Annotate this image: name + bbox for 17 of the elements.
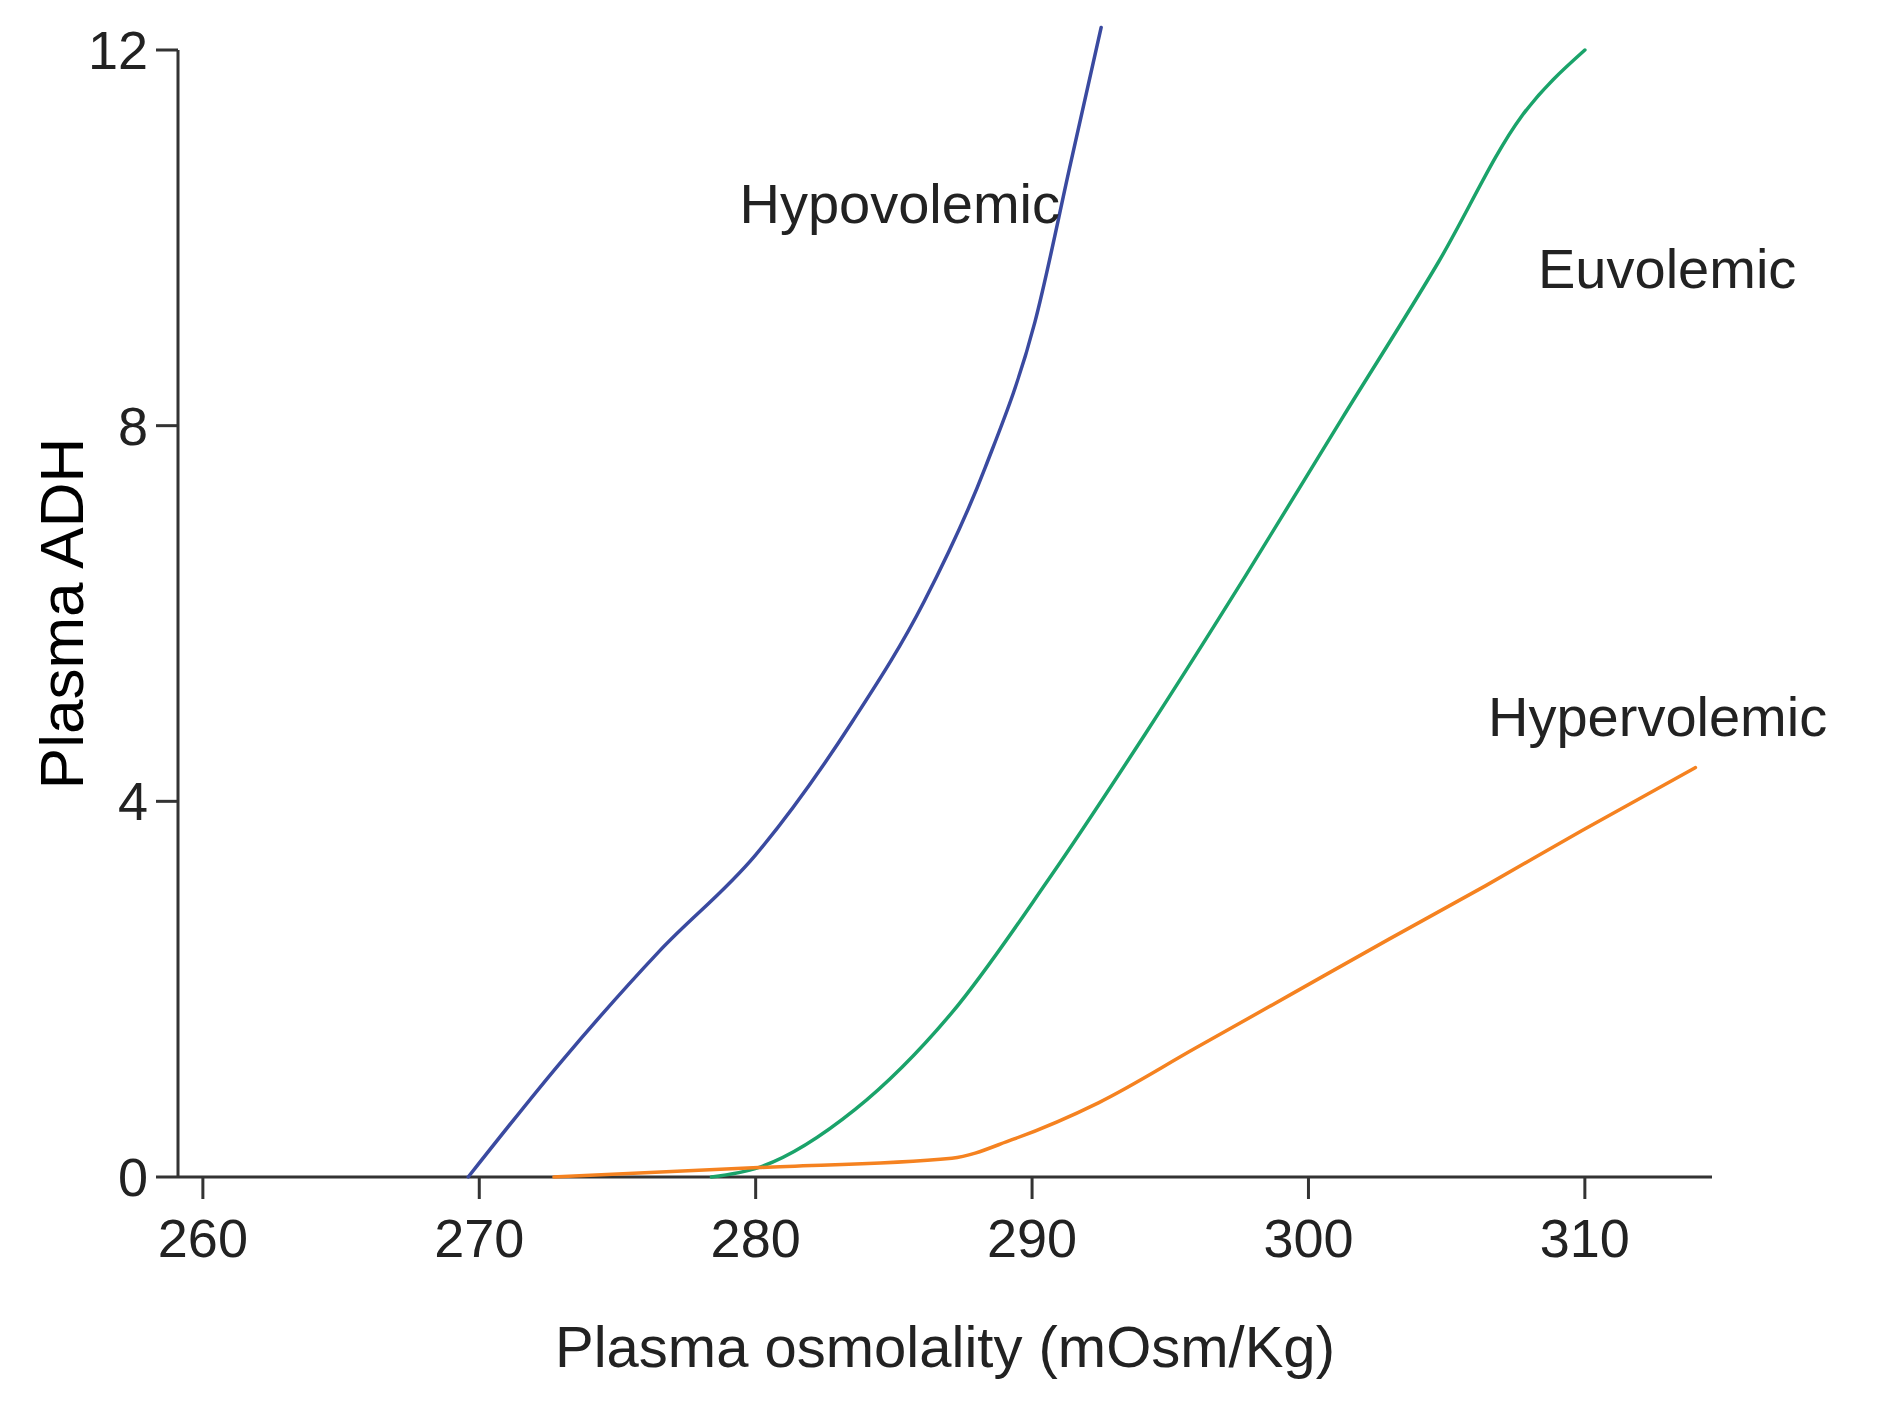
y-tick-label: 8	[117, 395, 148, 456]
y-tick-label: 12	[87, 19, 148, 80]
y-tick-label: 0	[117, 1146, 148, 1207]
series-label: Euvolemic	[1538, 237, 1797, 300]
x-tick-label: 270	[434, 1208, 525, 1268]
y-tick-label: 4	[117, 771, 148, 832]
x-tick-label: 260	[157, 1208, 248, 1268]
x-tick-label: 280	[710, 1208, 801, 1268]
series-label: Hypervolemic	[1488, 685, 1828, 748]
x-tick-label: 290	[987, 1208, 1078, 1268]
line-series	[552, 765, 1698, 1179]
line-series	[466, 25, 1103, 1179]
x-tick-label: 300	[1263, 1208, 1354, 1268]
y-axis-title: Plasma ADH	[27, 437, 96, 790]
x-tick-label: 310	[1539, 1208, 1630, 1268]
x-axis-title: Plasma osmolality (mOsm/Kg)	[555, 1314, 1335, 1379]
series-label: Hypovolemic	[739, 172, 1060, 235]
